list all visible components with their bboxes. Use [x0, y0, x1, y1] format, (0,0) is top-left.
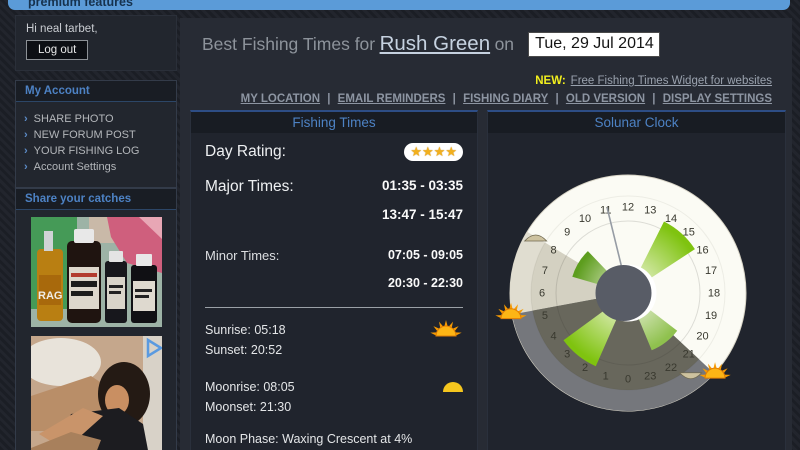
catch-photo-bait-bottles[interactable]: RAG	[30, 217, 162, 327]
svg-text:6: 6	[539, 288, 545, 300]
solunar-clock-panel: Solunar Clock 0 1 2 3 4 5 6 7 8 9 10 11 12 13 14 15 16 17…	[487, 110, 786, 450]
svg-text:3: 3	[564, 348, 570, 360]
svg-text:21: 21	[683, 348, 695, 360]
solunar-clock: 0 1 2 3 4 5 6 7 8 9 10 11 12 13 14 15 16 17 18 19 20 21 22 23	[488, 133, 785, 450]
my-account-items: › SHARE PHOTO › NEW FORUM POST › YOUR FISHING…	[16, 102, 176, 187]
svg-text:1: 1	[603, 371, 609, 383]
my-account-panel: My Account › SHARE PHOTO › NEW FORUM POST › Y…	[15, 80, 177, 188]
solunar-clock-title: Solunar Clock	[488, 112, 785, 133]
widget-promo-link[interactable]: Free Fishing Times Widget for websites	[570, 75, 772, 87]
share-catches-panel: Share your catches RAG	[15, 188, 177, 450]
svg-text:7: 7	[542, 265, 548, 277]
premium-features-bar[interactable]: premium features	[8, 0, 790, 10]
fishing-times-panel: Fishing Times Day Rating: ★★★★ Major Tim…	[190, 110, 478, 450]
svg-text:12: 12	[622, 202, 634, 214]
moon-icon	[443, 382, 463, 392]
divider	[205, 307, 463, 308]
bait-bottles-image: RAG	[30, 217, 162, 327]
next-photo-arrow-icon[interactable]	[146, 337, 162, 359]
svg-text:23: 23	[644, 371, 656, 383]
svg-text:8: 8	[550, 245, 556, 257]
account-item-2[interactable]: › YOUR FISHING LOG	[24, 145, 140, 157]
sunrise-icon	[429, 320, 463, 343]
page-title: Best Fishing Times for Rush Green on Tue…	[202, 32, 661, 57]
account-item-3[interactable]: › Account Settings	[24, 161, 117, 173]
title-suffix: on	[494, 34, 515, 54]
account-item-1[interactable]: › NEW FORUM POST	[24, 129, 136, 141]
catch-photo-angler[interactable]	[30, 336, 162, 450]
svg-text:16: 16	[696, 245, 708, 257]
svg-text:2: 2	[582, 362, 588, 374]
user-greeting: Hi neal tarbet,	[26, 23, 98, 35]
account-item-0[interactable]: › SHARE PHOTO	[24, 113, 114, 125]
svg-text:10: 10	[579, 213, 591, 225]
moon-phase-text: Moon Phase: Waxing Crescent at 4%	[205, 432, 413, 446]
svg-text:20: 20	[696, 331, 708, 343]
nav-link-display-settings[interactable]: DISPLAY SETTINGS	[662, 93, 772, 105]
settings-nav: MY LOCATION | EMAIL REMINDERS | FISHING …	[241, 93, 772, 105]
major-times-label: Major Times:	[205, 178, 294, 195]
svg-text:22: 22	[665, 362, 677, 374]
nav-separator: |	[552, 93, 562, 105]
my-account-header: My Account	[16, 81, 176, 102]
angler-image	[30, 336, 162, 450]
nav-separator: |	[649, 93, 659, 105]
share-catches-header: Share your catches	[16, 189, 176, 210]
svg-text:5: 5	[542, 310, 548, 322]
svg-text:14: 14	[665, 213, 677, 225]
sunrise-text: Sunrise: 05:18	[205, 323, 286, 337]
main-content: Best Fishing Times for Rush Green on Tue…	[180, 18, 792, 450]
minor-time-2: 20:30 - 22:30	[387, 276, 463, 290]
svg-text:19: 19	[705, 310, 717, 322]
location-link[interactable]: Rush Green	[379, 32, 491, 55]
major-time-1: 01:35 - 03:35	[381, 178, 463, 193]
day-rating-label: Day Rating:	[205, 143, 286, 160]
nav-separator: |	[324, 93, 334, 105]
svg-text:RAG: RAG	[38, 290, 62, 302]
chevron-icon: ›	[24, 113, 28, 125]
user-panel: Hi neal tarbet, Log out	[15, 15, 177, 71]
svg-text:9: 9	[564, 227, 570, 239]
premium-features-label: premium features	[28, 0, 133, 9]
svg-text:11: 11	[600, 204, 611, 216]
svg-text:13: 13	[644, 204, 656, 216]
title-prefix: Best Fishing Times for	[202, 34, 376, 54]
nav-link-my-location[interactable]: MY LOCATION	[240, 93, 321, 105]
svg-text:0: 0	[625, 374, 631, 386]
svg-text:15: 15	[683, 227, 695, 239]
logout-button[interactable]: Log out	[26, 40, 89, 60]
moonset-text: Moonset: 21:30	[205, 400, 292, 414]
minor-times-label: Minor Times:	[205, 248, 280, 263]
sunset-text: Sunset: 20:52	[205, 343, 283, 357]
moonrise-text: Moonrise: 08:05	[205, 380, 295, 394]
nav-link-fishing-diary[interactable]: FISHING DIARY	[463, 93, 549, 105]
svg-text:18: 18	[708, 288, 720, 300]
chevron-icon: ›	[24, 161, 28, 173]
widget-promo: NEW: Free Fishing Times Widget for websit…	[535, 75, 772, 87]
new-badge: NEW:	[535, 75, 566, 87]
minor-time-1: 07:05 - 09:05	[387, 248, 463, 262]
nav-link-email-reminders[interactable]: EMAIL REMINDERS	[337, 93, 446, 105]
chevron-icon: ›	[24, 129, 28, 141]
date-input[interactable]: Tue, 29 Jul 2014	[528, 32, 661, 57]
nav-link-old-version[interactable]: OLD VERSION	[565, 93, 646, 105]
nav-separator: |	[449, 93, 460, 105]
svg-text:17: 17	[705, 265, 717, 277]
major-time-2: 13:47 - 15:47	[381, 207, 463, 222]
day-rating-stars: ★★★★	[404, 143, 463, 161]
fishing-times-title: Fishing Times	[191, 112, 477, 133]
chevron-icon: ›	[24, 145, 28, 157]
svg-text:4: 4	[550, 331, 556, 343]
